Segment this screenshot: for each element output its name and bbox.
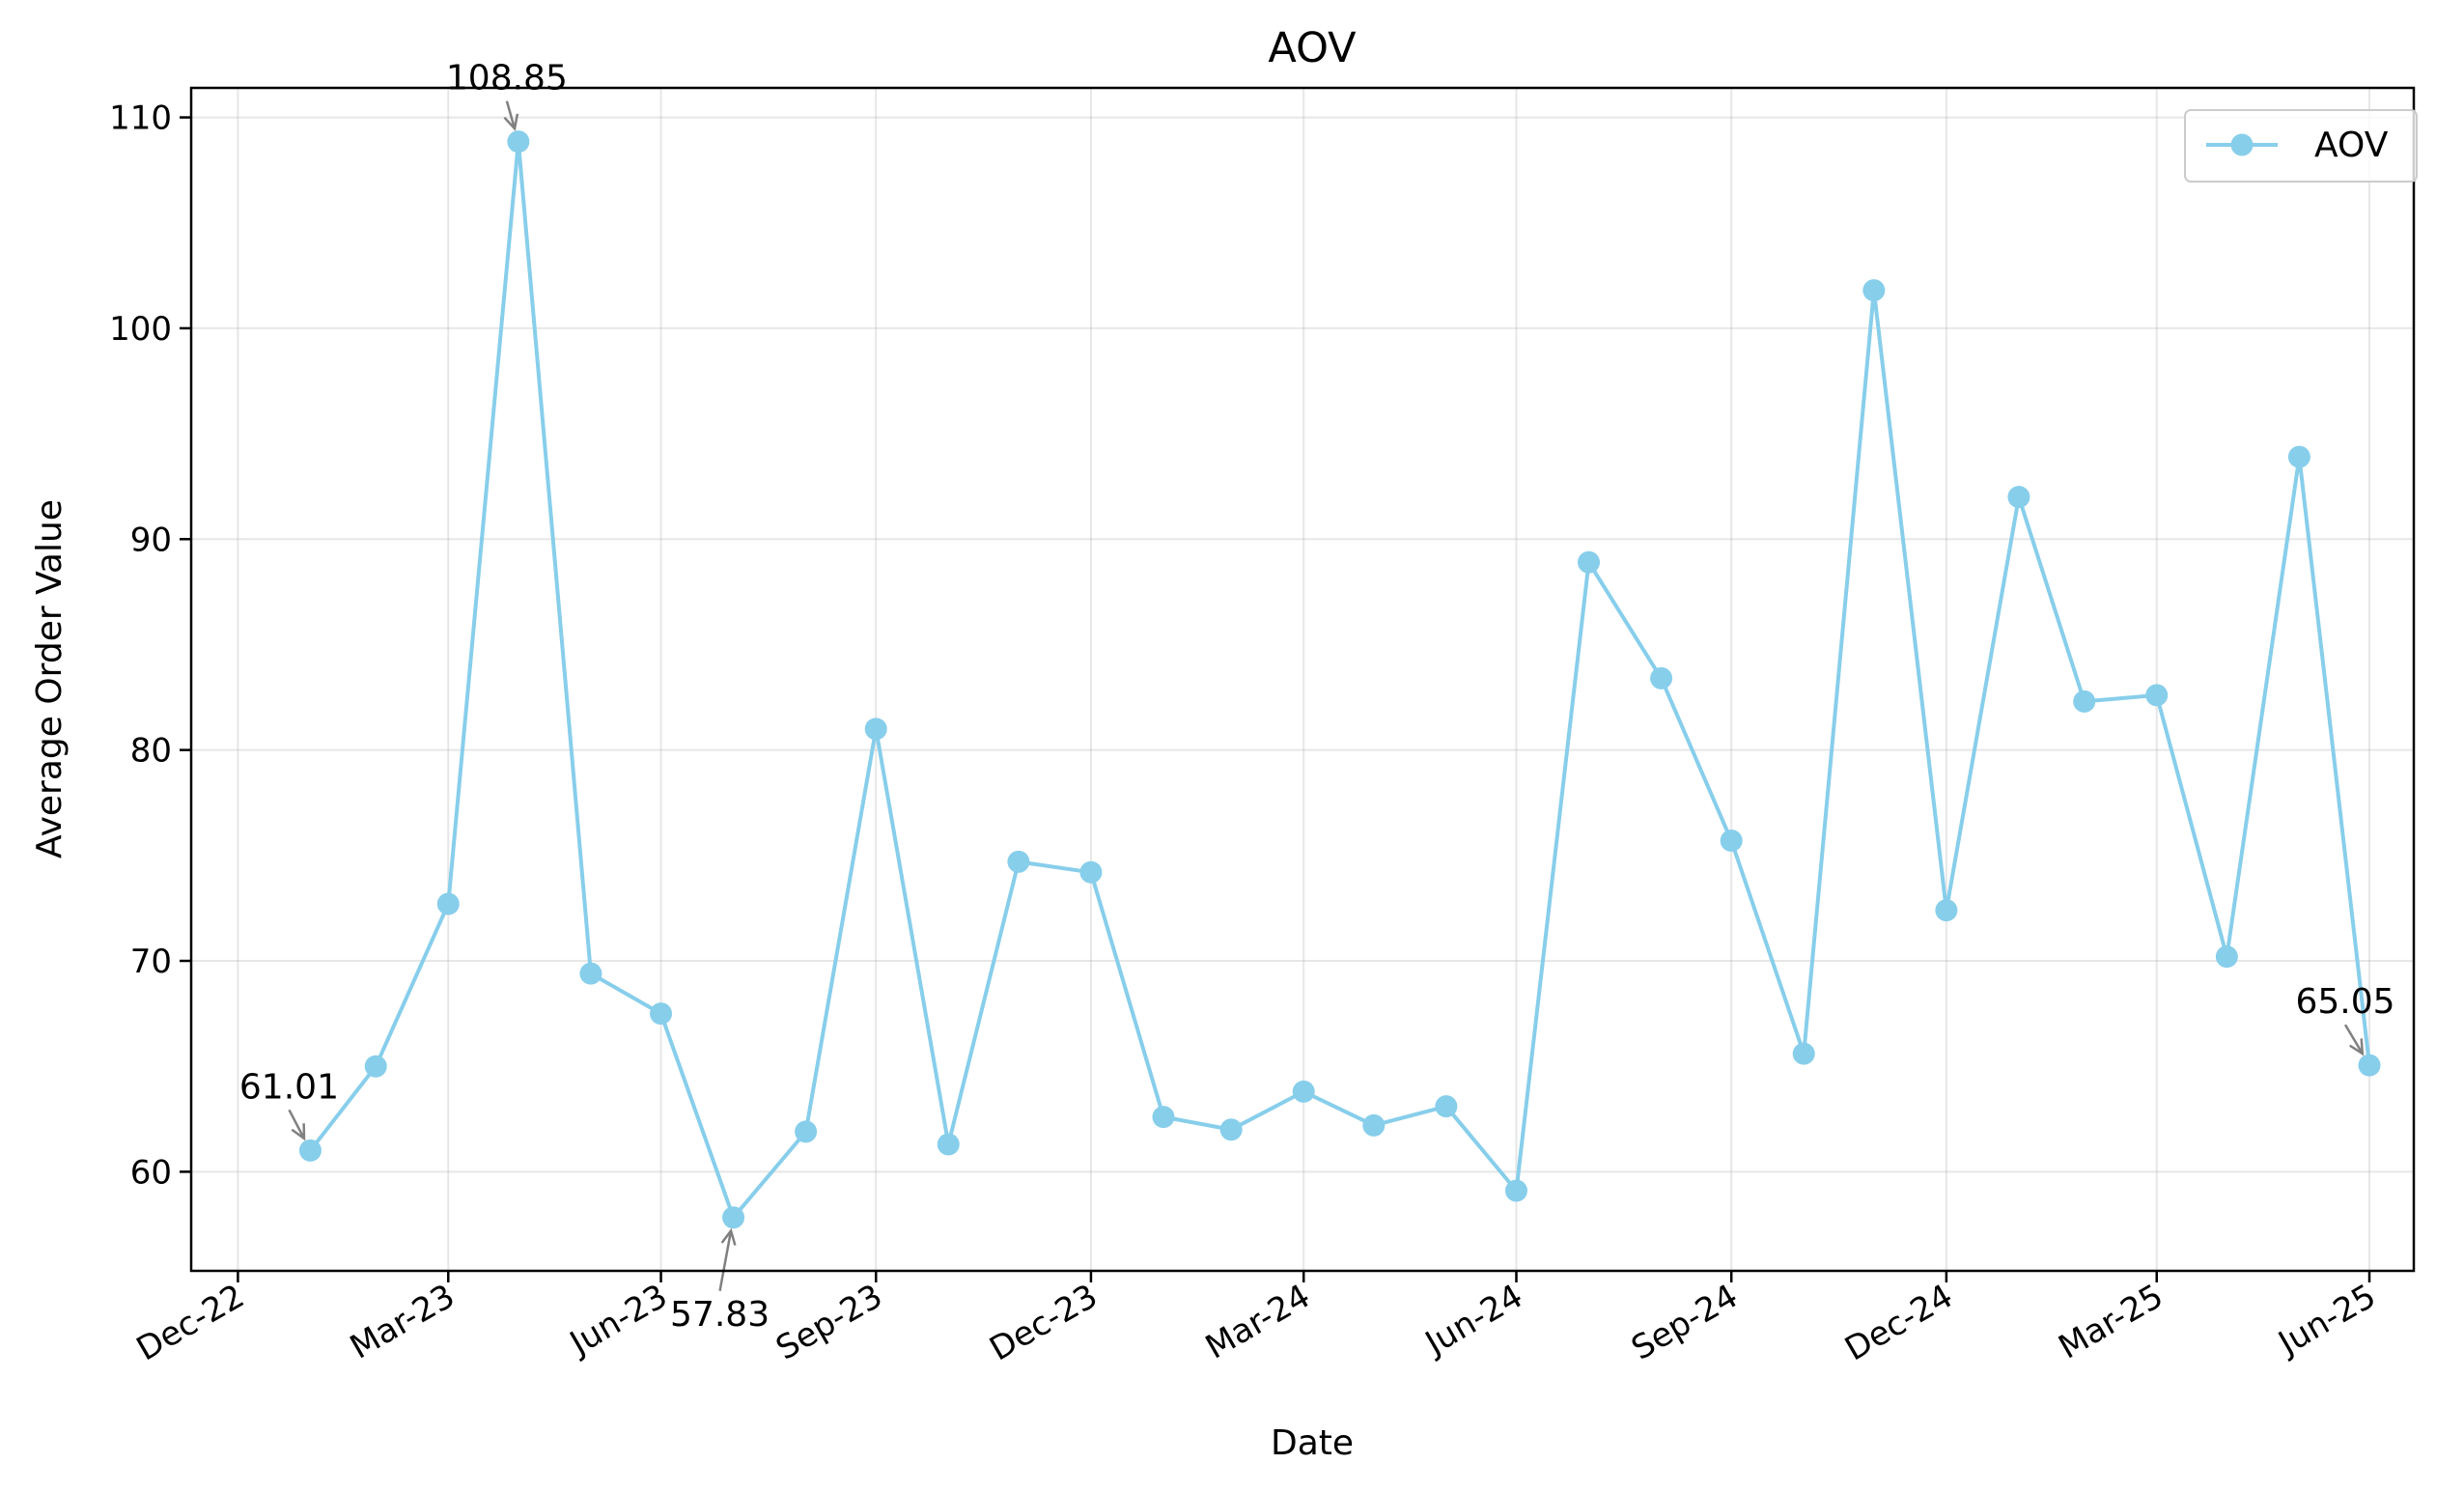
annotation-label: 65.05 xyxy=(2295,982,2394,1022)
annotations: 61.01 108.85 57.83 65.05 xyxy=(239,59,2395,1335)
annotation-arrowhead xyxy=(720,1227,737,1246)
legend-box xyxy=(2184,109,2418,183)
y-tick-label: 60 xyxy=(130,1153,172,1192)
data-point xyxy=(864,718,887,741)
legend-marker-sample xyxy=(2230,133,2254,156)
data-point xyxy=(937,1133,960,1156)
data-point xyxy=(507,130,530,154)
data-point xyxy=(2007,486,2030,509)
annotation-arrowhead xyxy=(503,113,519,131)
annotation-label: 57.83 xyxy=(670,1295,770,1335)
data-point xyxy=(2215,945,2238,969)
y-axis-label: Average Order Value xyxy=(30,499,70,859)
annotation-arrowhead xyxy=(291,1123,306,1141)
y-tick-label: 70 xyxy=(130,943,172,981)
annotation-arrow xyxy=(288,1109,306,1140)
data-point xyxy=(1862,279,1886,302)
data-point xyxy=(2358,1054,2381,1077)
grid-lines xyxy=(191,88,2414,1271)
data-point xyxy=(1935,899,1958,922)
annotation-arrow xyxy=(2343,1024,2364,1055)
data-point xyxy=(1435,1095,1458,1118)
annotation-arrow xyxy=(718,1230,733,1291)
y-tick-label: 110 xyxy=(109,99,172,138)
legend: AOV xyxy=(2184,109,2418,183)
data-point xyxy=(1079,860,1103,884)
data-point xyxy=(2287,445,2310,468)
data-point xyxy=(1650,666,1673,690)
data-point xyxy=(2145,684,2169,707)
x-axis-label: Date xyxy=(1271,1423,1354,1463)
data-point xyxy=(1152,1106,1175,1129)
series-aov xyxy=(298,130,2381,1229)
annotation-label: 61.01 xyxy=(239,1067,339,1107)
data-point xyxy=(298,1139,322,1162)
annotation-label: 108.85 xyxy=(446,59,568,99)
data-point xyxy=(1578,550,1601,574)
chart-title: AOV xyxy=(1268,24,1357,72)
y-tick-label: 80 xyxy=(130,732,172,771)
data-point xyxy=(1720,830,1743,853)
data-point xyxy=(364,1055,387,1078)
data-point xyxy=(722,1206,745,1229)
data-point xyxy=(436,892,460,915)
y-axis-ticks: 60 70 80 90 100 110 xyxy=(109,99,191,1192)
y-tick-label: 100 xyxy=(109,310,172,349)
data-point xyxy=(1792,1042,1815,1065)
y-tick-label: 90 xyxy=(130,521,172,559)
legend-label: AOV xyxy=(2314,126,2389,165)
data-point xyxy=(795,1120,818,1143)
data-point xyxy=(2073,690,2096,713)
data-point xyxy=(650,1002,673,1026)
data-point xyxy=(579,962,602,985)
data-point xyxy=(1007,850,1030,873)
annotation-arrowhead xyxy=(2348,1038,2365,1056)
data-point xyxy=(1504,1179,1527,1202)
series-line-aov xyxy=(308,139,2371,1220)
data-point xyxy=(1362,1113,1386,1137)
data-point xyxy=(1292,1080,1315,1103)
annotation-arrow xyxy=(505,100,517,129)
data-point xyxy=(1219,1118,1243,1141)
